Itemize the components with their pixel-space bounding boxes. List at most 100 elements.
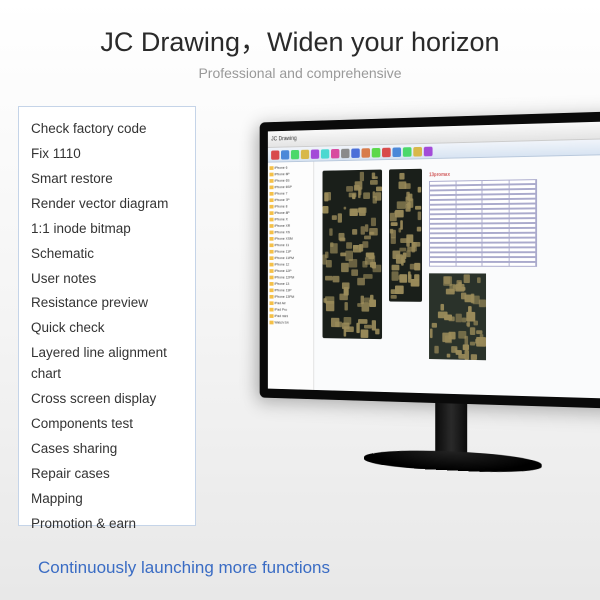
folder-icon xyxy=(269,166,273,170)
folder-icon xyxy=(269,224,273,228)
feature-item: Resistance preview xyxy=(31,293,183,314)
feature-item: Check factory code xyxy=(31,119,183,140)
tree-item-label: iPhone 6SP xyxy=(274,184,291,189)
monitor-mockup: JC Drawing iPhone 6iPhone 6PiPhone 6SiPh… xyxy=(260,110,600,410)
monitor-bezel: JC Drawing iPhone 6iPhone 6PiPhone 6SiPh… xyxy=(260,110,600,410)
spec-panel-title: 13promax xyxy=(429,170,537,178)
file-tree-panel: iPhone 6iPhone 6P iPhone 6SiPhone 6SP iPho… xyxy=(268,162,314,390)
folder-icon xyxy=(269,237,273,241)
folder-icon xyxy=(269,282,273,286)
feature-item: Smart restore xyxy=(31,169,183,190)
tree-item-label: Watch S4 xyxy=(274,320,288,325)
folder-icon xyxy=(269,320,273,324)
folder-icon xyxy=(269,230,273,234)
folder-icon xyxy=(269,172,273,176)
pcb-board-mini xyxy=(429,273,486,360)
toolbar-button-icon[interactable] xyxy=(403,147,412,157)
toolbar-button-icon[interactable] xyxy=(341,148,349,158)
toolbar-button-icon[interactable] xyxy=(321,149,329,159)
toolbar-button-icon[interactable] xyxy=(392,147,401,157)
software-screen: JC Drawing iPhone 6iPhone 6PiPhone 6SiPh… xyxy=(268,120,600,399)
feature-item: Promotion & earn xyxy=(31,514,183,535)
toolbar-button-icon[interactable] xyxy=(413,146,422,156)
spec-panel: 13promax xyxy=(429,166,537,386)
folder-icon xyxy=(269,204,273,208)
folder-icon xyxy=(269,294,273,298)
feature-item: Schematic xyxy=(31,244,183,265)
tree-item-label: iPhone 12PM xyxy=(274,275,294,280)
toolbar-button-icon[interactable] xyxy=(271,150,279,159)
toolbar-button-icon[interactable] xyxy=(331,148,339,158)
folder-icon xyxy=(269,249,273,253)
tree-item-label: iPhone XSM xyxy=(274,236,292,241)
tree-item-label: iPad mini xyxy=(274,313,288,318)
tree-item-label: iPhone 12P xyxy=(274,268,291,273)
tree-item-label: iPhone 11PM xyxy=(274,255,294,260)
tree-item-label: iPhone 11P xyxy=(274,249,291,254)
toolbar-button-icon[interactable] xyxy=(372,147,381,157)
feature-item: Components test xyxy=(31,414,183,435)
tree-item-label: iPhone 7 xyxy=(274,191,287,196)
toolbar-button-icon[interactable] xyxy=(301,149,309,158)
spec-row xyxy=(429,262,537,267)
folder-icon xyxy=(269,217,273,221)
tree-item-label: iPhone 13 xyxy=(274,281,289,286)
folder-icon xyxy=(269,198,273,202)
toolbar-button-icon[interactable] xyxy=(351,148,360,158)
drawing-canvas: 13promax xyxy=(314,154,600,400)
toolbar-button-icon[interactable] xyxy=(382,147,391,157)
tree-item-label: iPhone 6 xyxy=(274,165,287,170)
feature-item: Fix 1110 xyxy=(31,144,183,165)
folder-icon xyxy=(269,307,273,311)
features-panel: Check factory code Fix 1110 Smart restore R… xyxy=(18,106,196,526)
feature-item: Cases sharing xyxy=(31,439,183,460)
folder-icon xyxy=(269,275,273,279)
pcb-board-secondary xyxy=(389,169,422,302)
toolbar-button-icon[interactable] xyxy=(291,149,299,158)
feature-item: Repair cases xyxy=(31,464,183,485)
toolbar-button-icon[interactable] xyxy=(311,149,319,158)
tree-item-label: iPad Pro xyxy=(274,307,287,312)
folder-icon xyxy=(269,288,273,292)
folder-icon xyxy=(269,185,273,189)
folder-icon xyxy=(269,211,273,215)
feature-item: Mapping xyxy=(31,489,183,510)
tree-item-label: iPhone XR xyxy=(274,223,290,228)
toolbar-button-icon[interactable] xyxy=(424,146,433,156)
folder-icon xyxy=(269,269,273,273)
feature-item: Layered line alignment chart xyxy=(31,343,183,385)
folder-icon xyxy=(269,179,273,183)
pcb-board-main xyxy=(323,170,383,340)
feature-item: 1:1 inode bitmap xyxy=(31,219,183,240)
tree-item-label: iPhone 8P xyxy=(274,210,289,215)
feature-item: User notes xyxy=(31,269,183,290)
tree-item-label: iPhone 13P xyxy=(274,288,291,293)
tree-item[interactable]: Watch S4 xyxy=(269,319,311,326)
tree-item-label: iPhone XS xyxy=(274,230,290,235)
tree-item-label: iPhone 13PM xyxy=(274,294,294,299)
tree-item-label: iPhone X xyxy=(274,217,287,222)
folder-icon xyxy=(269,314,273,318)
feature-item: Quick check xyxy=(31,318,183,339)
monitor-stand-base xyxy=(364,448,542,475)
tree-item-label: iPhone 6S xyxy=(274,178,289,183)
page-subtitle: Professional and comprehensive xyxy=(0,65,600,81)
toolbar-button-icon[interactable] xyxy=(361,148,370,158)
folder-icon xyxy=(269,191,273,195)
tree-item-label: iPhone 11 xyxy=(274,242,289,247)
monitor-stand-neck xyxy=(435,403,467,454)
folder-icon xyxy=(269,243,273,247)
folder-icon xyxy=(269,301,273,305)
page-title: JC Drawing，Widen your horizon xyxy=(0,20,600,59)
tree-item-label: iPhone 12 xyxy=(274,262,289,267)
tree-item-label: iPhone 8 xyxy=(274,204,287,209)
feature-item: Render vector diagram xyxy=(31,194,183,215)
folder-icon xyxy=(269,262,273,266)
toolbar-button-icon[interactable] xyxy=(281,150,289,159)
feature-item: Cross screen display xyxy=(31,389,183,410)
footer-text: Continuously launching more functions xyxy=(38,558,330,578)
tree-item-label: iPhone 6P xyxy=(274,171,289,176)
folder-icon xyxy=(269,256,273,260)
tree-item-label: iPad Air xyxy=(274,300,285,305)
tree-item-label: iPhone 7P xyxy=(274,197,289,202)
